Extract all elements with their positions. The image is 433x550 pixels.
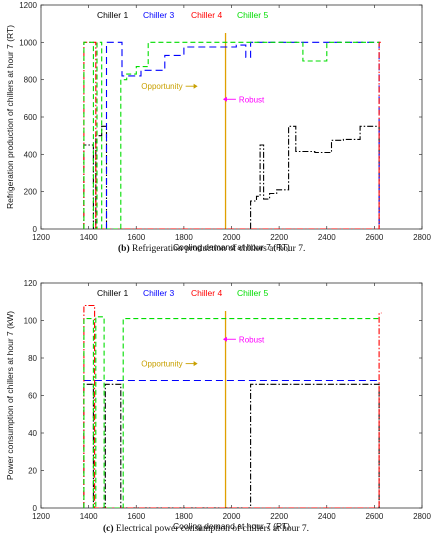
annotation-arrowhead — [222, 336, 227, 342]
legend-entry-1: Chiller 1 — [97, 10, 128, 20]
y-tick-label: 0 — [33, 504, 38, 513]
series-group — [83, 33, 382, 229]
y-tick-label: 0 — [33, 225, 38, 234]
annotation-arrowhead — [193, 83, 198, 89]
x-tick-label: 2400 — [318, 512, 336, 521]
x-tick-label: 1200 — [32, 233, 50, 242]
caption-text: Electrical power consumption of chillers… — [114, 523, 309, 534]
plot-area — [40, 4, 423, 230]
caption-tag: (b) — [118, 243, 130, 254]
legend-entry-1: Chiller 1 — [97, 288, 128, 298]
series-line-chiller-1 — [83, 383, 380, 508]
y-axis-label: Power consumption of chillers at hour 7 … — [5, 311, 15, 480]
y-tick-label: 1200 — [19, 1, 37, 10]
x-tick-label: 1400 — [80, 233, 98, 242]
y-tick-label: 1000 — [19, 38, 37, 47]
y-tick-label: 60 — [28, 392, 37, 401]
x-tick-label: 2200 — [270, 233, 288, 242]
series-line-chiller-5 — [83, 41, 380, 229]
x-tick-label: 1400 — [80, 512, 98, 521]
chart-2: 1200 1400 1600 1800 2000 2200 2400 2600 2800 0 20 4… — [5, 279, 431, 534]
legend-entry-2: Chiller 3 — [143, 288, 174, 298]
series-group — [83, 304, 382, 508]
figure-caption: (c) Electrical power consumption of chil… — [103, 523, 309, 534]
legend-entry-4: Chiller 5 — [237, 10, 268, 20]
figure-caption: (b) Refrigeration production of chillers… — [118, 243, 305, 254]
caption-tag: (c) — [103, 523, 114, 534]
y-tick-label: 40 — [28, 429, 37, 438]
x-axis-label: Cooling demand at hour 7 (RT) — [173, 242, 290, 252]
y-tick-label: 800 — [24, 76, 38, 85]
y-tick-label: 100 — [24, 317, 38, 326]
x-tick-label: 2800 — [413, 233, 431, 242]
y-tick-label: 80 — [28, 354, 37, 363]
y-tick-label: 20 — [28, 467, 37, 476]
series-line-chiller-5 — [83, 316, 380, 508]
legend-entry-3: Chiller 4 — [191, 10, 222, 20]
series-line-chiller-1 — [83, 125, 380, 229]
x-tick-label: 2800 — [413, 512, 431, 521]
x-tick-label: 2600 — [365, 233, 383, 242]
legend-entry-3: Chiller 4 — [191, 288, 222, 298]
x-tick-label: 1600 — [127, 233, 145, 242]
x-tick-label: 1800 — [175, 512, 193, 521]
x-tick-label: 2200 — [270, 512, 288, 521]
legend-entry-2: Chiller 3 — [143, 10, 174, 20]
y-tick-label: 200 — [24, 188, 38, 197]
annotation-robust: Robust — [239, 95, 265, 104]
x-tick-label: 2600 — [365, 512, 383, 521]
annotation-robust: Robust — [239, 335, 265, 344]
chart-1: 1200 1400 1600 1800 2000 2200 2400 2600 2800 0 200… — [5, 1, 431, 254]
y-tick-label: 400 — [24, 150, 38, 159]
legend-entry-4: Chiller 5 — [237, 288, 268, 298]
y-tick-label: 600 — [24, 113, 38, 122]
x-axis-label: Cooling demand at hour 7 (RT) — [173, 521, 290, 531]
annotation-opportunity: Opportunity — [141, 82, 182, 91]
y-tick-label: 120 — [24, 279, 38, 288]
x-tick-label: 1800 — [175, 233, 193, 242]
x-tick-label: 2000 — [223, 233, 241, 242]
x-tick-label: 2400 — [318, 233, 336, 242]
x-tick-label: 1200 — [32, 512, 50, 521]
x-tick-label: 1600 — [127, 512, 145, 521]
series-line-chiller-3 — [105, 41, 380, 229]
y-axis-label: Refrigeration production of chillers at … — [5, 25, 15, 209]
caption-text: Refrigeration production of chillers at … — [130, 243, 306, 254]
annotation-opportunity: Opportunity — [141, 360, 182, 369]
x-tick-label: 2000 — [223, 512, 241, 521]
annotation-arrowhead — [222, 96, 227, 102]
annotation-arrowhead — [193, 361, 198, 367]
